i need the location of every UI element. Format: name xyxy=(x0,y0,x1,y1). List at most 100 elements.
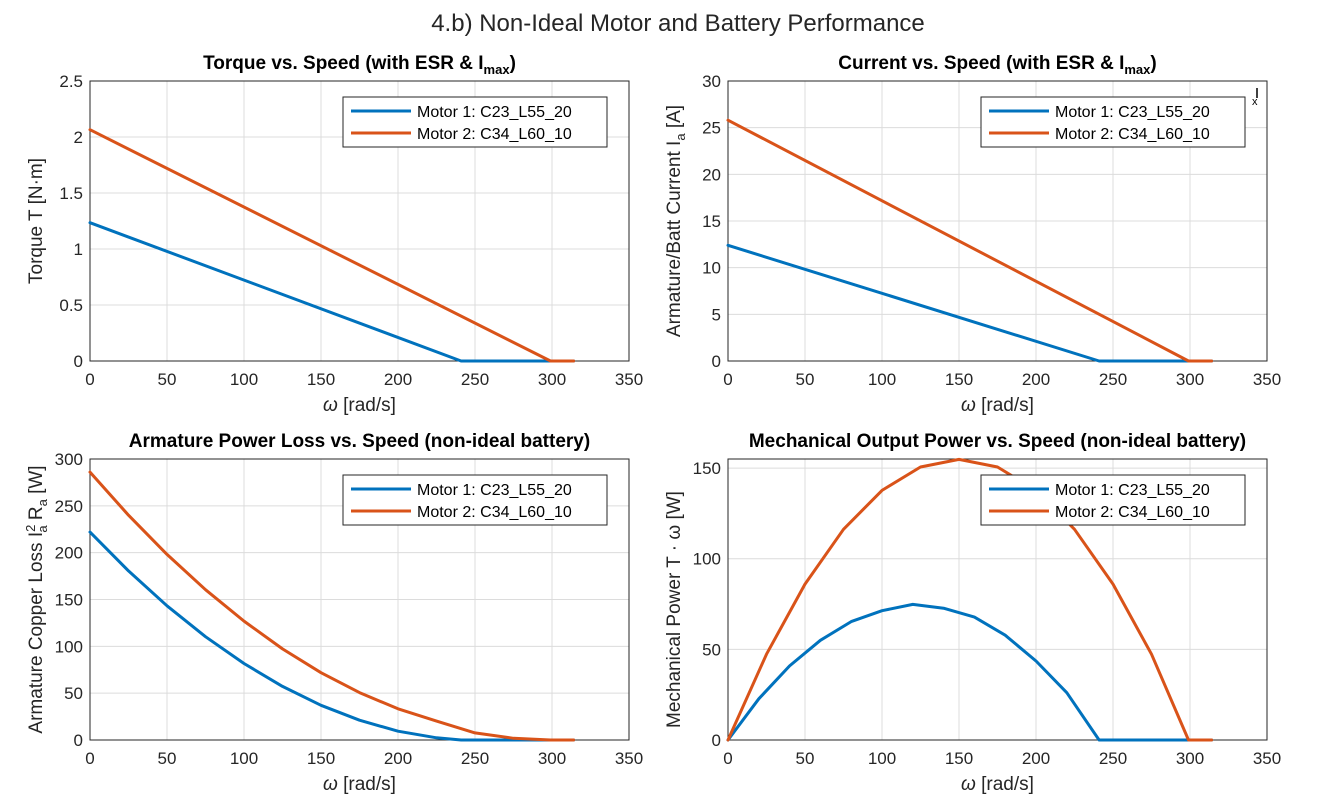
x-tick-label: 300 xyxy=(538,749,566,768)
y-axis-label: Torque T [N·m] xyxy=(26,158,47,284)
series-line-motor-1 xyxy=(88,221,576,363)
legend-label-motor-2: Motor 2: C34_L60_10 xyxy=(417,504,572,521)
legend: Motor 1: C23_L55_20 Motor 2: C34_L60_10 xyxy=(980,96,1246,148)
y-tick-label: 15 xyxy=(702,212,721,231)
x-tick-label: 250 xyxy=(1099,370,1127,389)
y-tick-label: 0 xyxy=(712,731,721,750)
figure-title: 4.b) Non-Ideal Motor and Battery Perform… xyxy=(431,10,925,37)
x-tick-label: 0 xyxy=(85,749,94,768)
x-tick-label: 250 xyxy=(1099,749,1127,768)
legend-label-motor-1: Motor 1: C23_L55_20 xyxy=(1055,482,1210,499)
legend: Motor 1: C23_L55_20 Motor 2: C34_L60_10 xyxy=(980,474,1246,526)
x-tick-label: 50 xyxy=(796,370,815,389)
y-tick-label: 150 xyxy=(55,591,83,610)
series-line-motor-2 xyxy=(726,457,1214,742)
y-tick-label: 10 xyxy=(702,259,721,278)
x-tick-label: 200 xyxy=(1022,749,1050,768)
x-tick-label: 200 xyxy=(384,370,412,389)
x-tick-label: 50 xyxy=(158,749,177,768)
x-tick-label: 0 xyxy=(85,370,94,389)
y-tick-label: 50 xyxy=(64,684,83,703)
legend: Motor 1: C23_L55_20 Motor 2: C34_L60_10 xyxy=(342,96,608,148)
legend-box xyxy=(342,474,608,526)
y-tick-label: 30 xyxy=(702,72,721,91)
x-tick-label: 250 xyxy=(461,370,489,389)
y-tick-label: 20 xyxy=(702,165,721,184)
y-tick-label: 250 xyxy=(55,497,83,516)
x-tick-label: 150 xyxy=(307,370,335,389)
series-line-motor-1 xyxy=(88,530,576,742)
x-tick-label: 200 xyxy=(1022,370,1050,389)
y-tick-label: 1 xyxy=(74,240,83,259)
legend-label-motor-1: Motor 1: C23_L55_20 xyxy=(1055,104,1210,121)
legend-label-motor-1: Motor 1: C23_L55_20 xyxy=(417,104,572,121)
x-axis-label: ω [rad/s] xyxy=(323,395,396,416)
legend-label-motor-2: Motor 2: C34_L60_10 xyxy=(1055,126,1210,143)
x-tick-label: 100 xyxy=(230,749,258,768)
x-tick-label: 150 xyxy=(945,370,973,389)
chart-title: Current vs. Speed (with ESR & Imax) xyxy=(838,53,1156,77)
x-tick-label: 350 xyxy=(1253,749,1281,768)
x-tick-label: 250 xyxy=(461,749,489,768)
legend-label-motor-2: Motor 2: C34_L60_10 xyxy=(417,126,572,143)
x-tick-label: 300 xyxy=(1176,749,1204,768)
axes-frame xyxy=(89,80,630,362)
series-line-motor-2 xyxy=(88,470,576,742)
x-tick-label: 200 xyxy=(384,749,412,768)
x-tick-label: 100 xyxy=(868,749,896,768)
y-tick-label: 100 xyxy=(55,637,83,656)
x-tick-label: 300 xyxy=(538,370,566,389)
x-axis-label: ω [rad/s] xyxy=(961,395,1034,416)
y-tick-label: 0 xyxy=(74,352,83,371)
y-tick-label: 2.5 xyxy=(59,72,83,91)
legend: Motor 1: C23_L55_20 Motor 2: C34_L60_10 xyxy=(342,474,608,526)
x-tick-label: 150 xyxy=(945,749,973,768)
chart-panel-3: 0 50 100 150 200 250 300 350 0 50 100 150 200 250 300 A… xyxy=(23,431,643,795)
legend-box xyxy=(980,474,1246,526)
chart-title: Armature Power Loss vs. Speed (non-ideal… xyxy=(129,431,590,452)
series-line-motor-2 xyxy=(726,118,1214,363)
legend-box xyxy=(342,96,608,148)
axes-frame xyxy=(727,80,1268,362)
series-line-motor-1 xyxy=(726,602,1214,742)
y-tick-label: 50 xyxy=(702,640,721,659)
x-axis-label: ω [rad/s] xyxy=(961,774,1034,795)
panels: 0 50 100 150 200 250 300 35000.511.522.5Torque … xyxy=(23,53,1281,795)
axes-frame xyxy=(727,458,1268,741)
x-tick-label: 350 xyxy=(615,370,643,389)
legend-box xyxy=(980,96,1246,148)
svg-text:x: x xyxy=(1252,96,1258,108)
y-axis-label: Mechanical Power T · ω [W] xyxy=(664,491,685,728)
y-tick-label: 150 xyxy=(693,459,721,478)
x-tick-label: 0 xyxy=(723,749,732,768)
y-tick-label: 100 xyxy=(693,550,721,569)
y-tick-label: 0.5 xyxy=(59,296,83,315)
chart-title: Torque vs. Speed (with ESR & Imax) xyxy=(203,53,516,77)
chart-panel-2: 0 50 100 150 200 250 300 350 0 5 10 15 20 25 30 Current… xyxy=(664,53,1281,416)
x-tick-label: 0 xyxy=(723,370,732,389)
axes-toolbar-glyph: x xyxy=(1252,88,1258,108)
x-tick-label: 300 xyxy=(1176,370,1204,389)
legend-label-motor-1: Motor 1: C23_L55_20 xyxy=(417,482,572,499)
x-axis-label: ω [rad/s] xyxy=(323,774,396,795)
y-tick-label: 0 xyxy=(74,731,83,750)
x-tick-label: 350 xyxy=(1253,370,1281,389)
x-tick-label: 100 xyxy=(868,370,896,389)
y-tick-label: 25 xyxy=(702,119,721,138)
x-tick-label: 50 xyxy=(158,370,177,389)
series-line-motor-1 xyxy=(726,243,1214,363)
x-tick-label: 50 xyxy=(796,749,815,768)
y-tick-label: 2 xyxy=(74,128,83,147)
y-tick-label: 0 xyxy=(712,352,721,371)
chart-panel-1: 0 50 100 150 200 250 300 350 0 0.5 1 1.5 2 2.5 Torque … xyxy=(26,53,643,416)
y-tick-label: 1.5 xyxy=(59,184,83,203)
axes-frame xyxy=(89,458,630,741)
y-axis-label: Armature Copper Loss I2a Ra [W] xyxy=(23,465,50,733)
chart-panel-4: 0 50 100 150 200 250 300 350 0 50 100 150 Mechanical… xyxy=(664,431,1281,795)
y-tick-label: 200 xyxy=(55,544,83,563)
series-line-motor-2 xyxy=(88,128,576,363)
x-tick-label: 100 xyxy=(230,370,258,389)
y-tick-label: 300 xyxy=(55,450,83,469)
x-tick-label: 350 xyxy=(615,749,643,768)
